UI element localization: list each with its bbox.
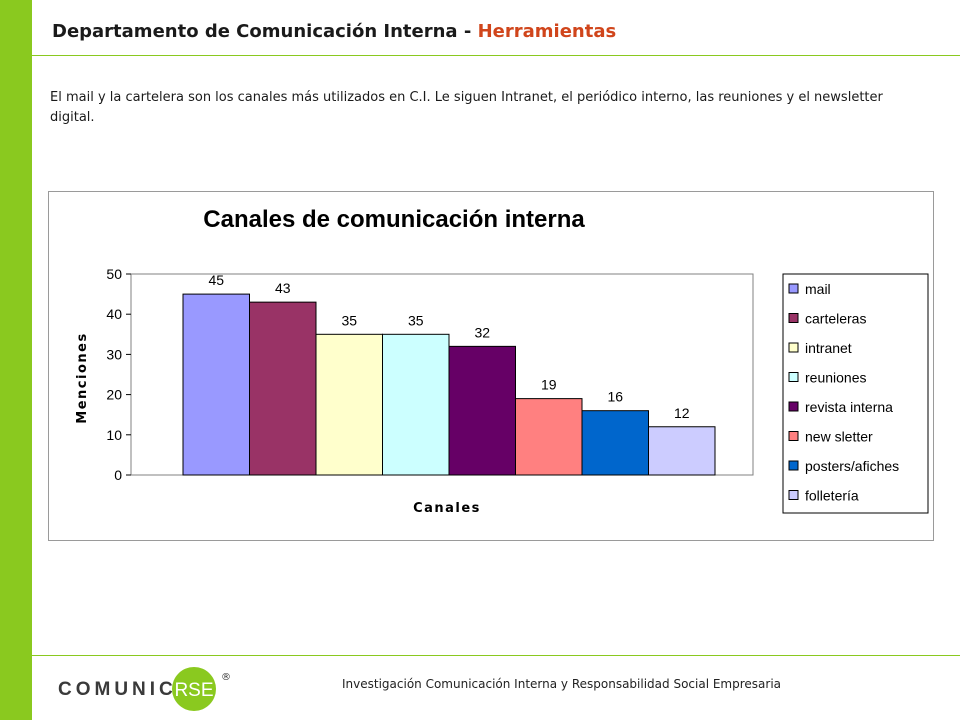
registered-mark: ®	[221, 672, 231, 683]
data-label-4: 32	[474, 324, 490, 340]
bar-6	[581, 410, 649, 476]
legend-label-5: new sletter	[805, 429, 873, 445]
legend-label-4: revista interna	[805, 399, 893, 415]
y-tick-label: 20	[106, 387, 122, 403]
legend-swatch-2	[788, 342, 799, 353]
chart-frame: Canales de comunicación interna 0 10 20 30 4…	[48, 191, 934, 541]
bar-4	[448, 345, 516, 476]
legend-label-7: folletería	[805, 488, 859, 504]
data-label-2: 35	[341, 312, 357, 328]
legend-swatch-1	[788, 313, 799, 323]
y-tick-label: 30	[106, 346, 122, 362]
page-title-accent: Herramientas	[477, 21, 617, 42]
logo-circle-text: RSE	[174, 680, 213, 701]
y-axis: 0 10 20 30 40 50	[106, 266, 131, 483]
y-tick-label: 50	[106, 266, 122, 282]
data-label-7: 12	[674, 405, 690, 421]
data-label-5: 19	[541, 377, 557, 393]
data-label-3: 35	[408, 312, 424, 328]
legend-label-0: mail	[805, 281, 831, 297]
y-tick-label: 0	[114, 467, 122, 483]
logo-circle	[172, 667, 216, 711]
bar-7	[648, 426, 716, 476]
legend-label-1: carteleras	[805, 311, 866, 327]
legend-swatch-0	[788, 283, 799, 294]
comunica-rse-logo: COMUNICA RSE ®	[58, 667, 231, 711]
data-label-1: 43	[275, 280, 291, 296]
legend-swatch-6	[788, 460, 799, 471]
legend: mail carteleras intranet reuniones revista i…	[788, 281, 899, 504]
chart-title: Canales de comunicación interna	[203, 206, 585, 233]
y-axis-label: Menciones	[75, 332, 90, 423]
footer-text: Investigación Comunicación Interna y Res…	[342, 677, 782, 691]
bar-5	[515, 398, 583, 476]
data-label-6: 16	[607, 389, 623, 405]
bars-group: 45 43 35 35 32 19 16 12	[182, 272, 716, 476]
bar-3	[382, 333, 450, 476]
y-tick-label: 10	[106, 427, 122, 443]
page-title-main: Departamento de Comunicación Interna -	[52, 21, 472, 42]
header-divider	[32, 55, 960, 56]
intro-text: El mail y la cartelera son los canales m…	[50, 90, 883, 125]
legend-swatch-3	[788, 372, 799, 382]
legend-swatch-5	[788, 431, 799, 441]
legend-box	[782, 273, 929, 514]
legend-swatch-7	[788, 490, 799, 500]
y-tick-label: 40	[106, 306, 122, 322]
footer-divider	[32, 655, 960, 656]
bar-0	[182, 293, 250, 476]
legend-label-2: intranet	[805, 340, 852, 356]
legend-label-6: posters/afiches	[805, 458, 899, 474]
legend-swatch-4	[788, 401, 799, 412]
data-label-0: 45	[208, 272, 224, 288]
page-title: Departamento de Comunicación Interna - H…	[52, 21, 616, 42]
bar-2	[315, 333, 383, 476]
legend-label-3: reuniones	[805, 370, 867, 386]
bar-chart: Canales de comunicación interna 0 10 20 30 4…	[75, 206, 929, 516]
sidebar-accent-bar	[0, 0, 32, 720]
x-axis-label: Canales	[413, 501, 481, 516]
bar-1	[249, 301, 317, 476]
logo-wordmark: COMUNICA	[58, 679, 195, 700]
